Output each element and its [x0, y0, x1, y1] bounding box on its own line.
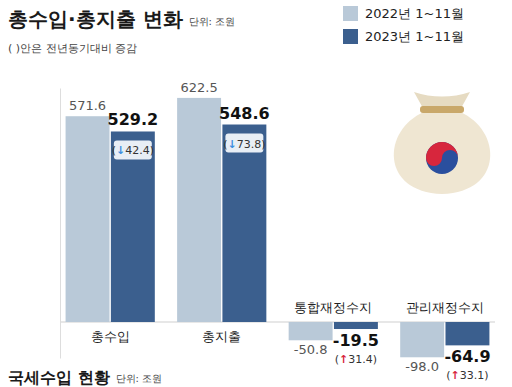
- bar: [445, 322, 489, 345]
- bars: [66, 98, 490, 357]
- footer-unit: 단위: 조원: [116, 373, 163, 384]
- x-tick-label: 통합재정수지: [294, 300, 372, 315]
- x-tick-label: 총지출: [202, 329, 241, 344]
- labels: 571.6 622.5 -50.8 -98.0 529.2 (↓42.4) 548.6 (↓7…: [69, 80, 491, 382]
- data-label: 529.2: [108, 110, 159, 129]
- legend-swatch: [343, 6, 358, 21]
- icon: [394, 92, 490, 194]
- data-label: 548.6: [219, 104, 270, 123]
- legend-label: 2023년 1~11월: [365, 29, 464, 44]
- change-label: (↑31.4): [335, 353, 377, 366]
- chart: 총수입·총지출 변화단위: 조원( )안은 전년동기대비 증감2022년 1~1…: [0, 0, 512, 387]
- footer-title: 국세수입 현황: [8, 368, 110, 387]
- icon-tie: [420, 106, 464, 113]
- icon-emblem-red: [426, 142, 458, 166]
- bar: [111, 131, 155, 322]
- change-label: (↓73.8): [223, 138, 265, 151]
- data-label: -19.5: [333, 331, 379, 350]
- legend-item: 2022년 1~11월: [343, 6, 464, 21]
- change-label: (↑33.1): [446, 369, 488, 382]
- y-axis: [60, 89, 62, 359]
- axis-line: [60, 89, 61, 359]
- data-label: 571.6: [69, 98, 106, 113]
- bar: [400, 322, 444, 357]
- change-label: (↓42.4): [112, 144, 154, 157]
- title: 총수입·총지출 변화: [8, 7, 183, 31]
- unit: 단위: 조원: [189, 16, 236, 27]
- bar: [334, 322, 378, 329]
- subtitle: ( )안은 전년동기대비 증감: [8, 42, 137, 55]
- bar: [222, 125, 266, 322]
- data-label: -50.8: [294, 342, 328, 357]
- icon-body: [394, 112, 490, 194]
- bar: [177, 98, 221, 322]
- legend-label: 2022년 1~11월: [365, 6, 464, 21]
- icon-emblem: [426, 142, 458, 174]
- x-tick-label: 관리재정수지: [406, 300, 484, 315]
- bar: [66, 116, 110, 322]
- legend-item: 2023년 1~11월: [343, 29, 464, 44]
- legend-swatch: [343, 29, 358, 44]
- x-tick-label: 총수입: [91, 329, 130, 344]
- data-label: -98.0: [405, 359, 439, 374]
- bar: [289, 322, 333, 340]
- data-label: 622.5: [180, 80, 217, 95]
- data-label: -64.9: [444, 347, 490, 366]
